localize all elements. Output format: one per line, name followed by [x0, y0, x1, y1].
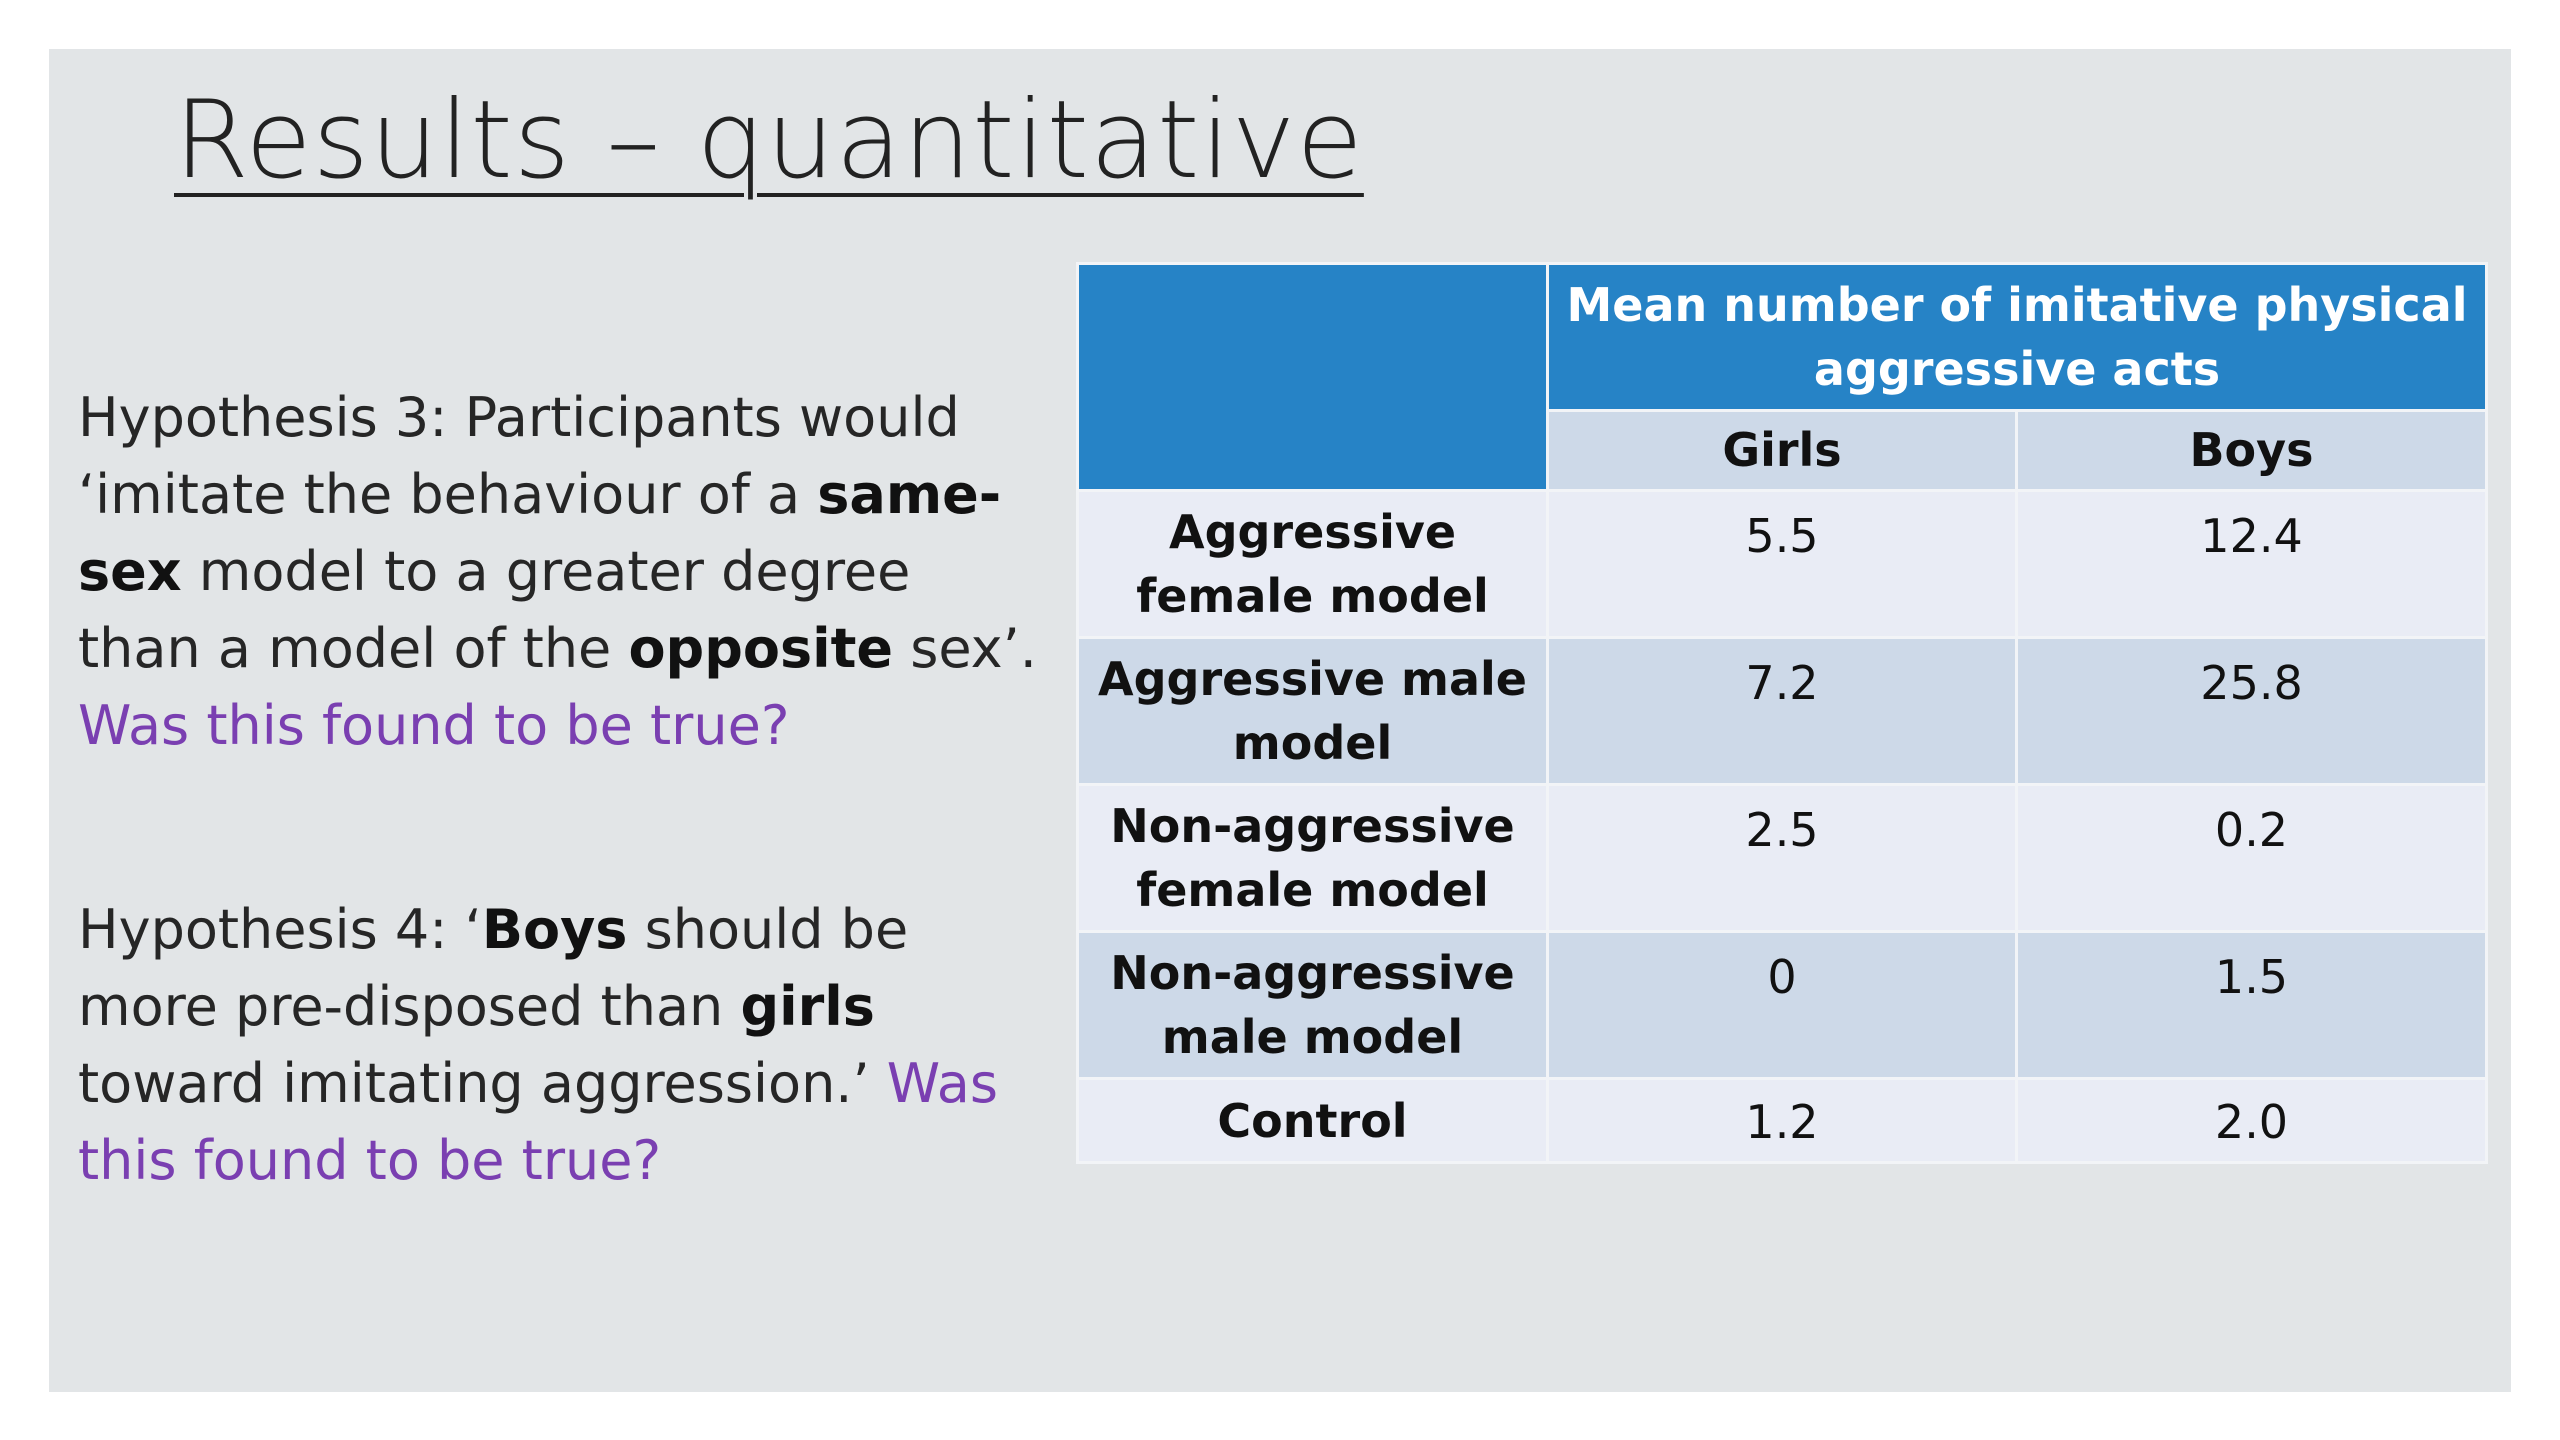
- hypothesis-4-emphasis: girls: [740, 975, 875, 1038]
- boys-value: 2.0: [2014, 1077, 2489, 1164]
- table-main-header: Mean number of imitative physical aggres…: [1545, 262, 2489, 412]
- girls-value: 1.2: [1546, 1077, 2018, 1164]
- hypothesis-3-question: Was this found to be true?: [78, 694, 790, 757]
- row-label: Control: [1076, 1077, 1549, 1164]
- row-label: Non-aggressive female model: [1076, 783, 1549, 933]
- hypothesis-4-part: should be more pre-disposed than: [78, 898, 909, 1038]
- table-row: Aggressive male model 7.2 25.8: [1076, 636, 2489, 786]
- hypothesis-4-part: toward imitating aggression.’: [78, 1052, 887, 1115]
- boys-value: 1.5: [2014, 930, 2489, 1080]
- column-header-girls: Girls: [1546, 409, 2018, 492]
- hypothesis-3-part: sex’.: [893, 617, 1037, 680]
- slide-title: Results – quantitative: [174, 78, 1364, 203]
- table-row: Control 1.2 2.0: [1076, 1077, 2489, 1164]
- hypothesis-3-part: model to a greater degree than a model o…: [78, 540, 911, 680]
- hypothesis-3-emphasis: opposite: [628, 617, 894, 680]
- table-subheader-row: Girls Boys: [1078, 409, 2489, 492]
- row-label: Non-aggressive male model: [1076, 930, 1549, 1080]
- boys-value: 25.8: [2014, 636, 2489, 786]
- results-table: Mean number of imitative physical aggres…: [1076, 262, 2489, 1164]
- hypothesis-3-emphasis: same-sex: [78, 463, 1002, 603]
- hypothesis-4-emphasis: Boys: [481, 898, 628, 961]
- girls-value: 7.2: [1546, 636, 2018, 786]
- hypothesis-4-question: Was this found to be true?: [78, 1052, 998, 1192]
- slide: Results – quantitative Hypothesis 3: Par…: [49, 49, 2511, 1392]
- hypothesis-3-part: Hypothesis 3: Participants would ‘imitat…: [78, 386, 960, 526]
- hypothesis-4-part: Hypothesis 4: ‘: [78, 898, 482, 961]
- hypothesis-3-text: Hypothesis 3: Participants would ‘imitat…: [78, 379, 1038, 764]
- girls-value: 5.5: [1546, 489, 2018, 639]
- table-row: Aggressive female model 5.5 12.4: [1076, 489, 2489, 639]
- table-row: Non-aggressive male model 0 1.5: [1076, 930, 2489, 1080]
- table-header-row: Mean number of imitative physical aggres…: [1076, 262, 2489, 492]
- table-corner-cell: [1076, 262, 1549, 492]
- hypothesis-4-text: Hypothesis 4: ‘Boys should be more pre-d…: [78, 891, 1038, 1199]
- girls-value: 2.5: [1546, 783, 2018, 933]
- boys-value: 0.2: [2014, 783, 2489, 933]
- column-header-boys: Boys: [2014, 409, 2489, 492]
- girls-value: 0: [1546, 930, 2018, 1080]
- table-row: Non-aggressive female model 2.5 0.2: [1076, 783, 2489, 933]
- row-label: Aggressive male model: [1076, 636, 1549, 786]
- row-label: Aggressive female model: [1076, 489, 1549, 639]
- boys-value: 12.4: [2014, 489, 2489, 639]
